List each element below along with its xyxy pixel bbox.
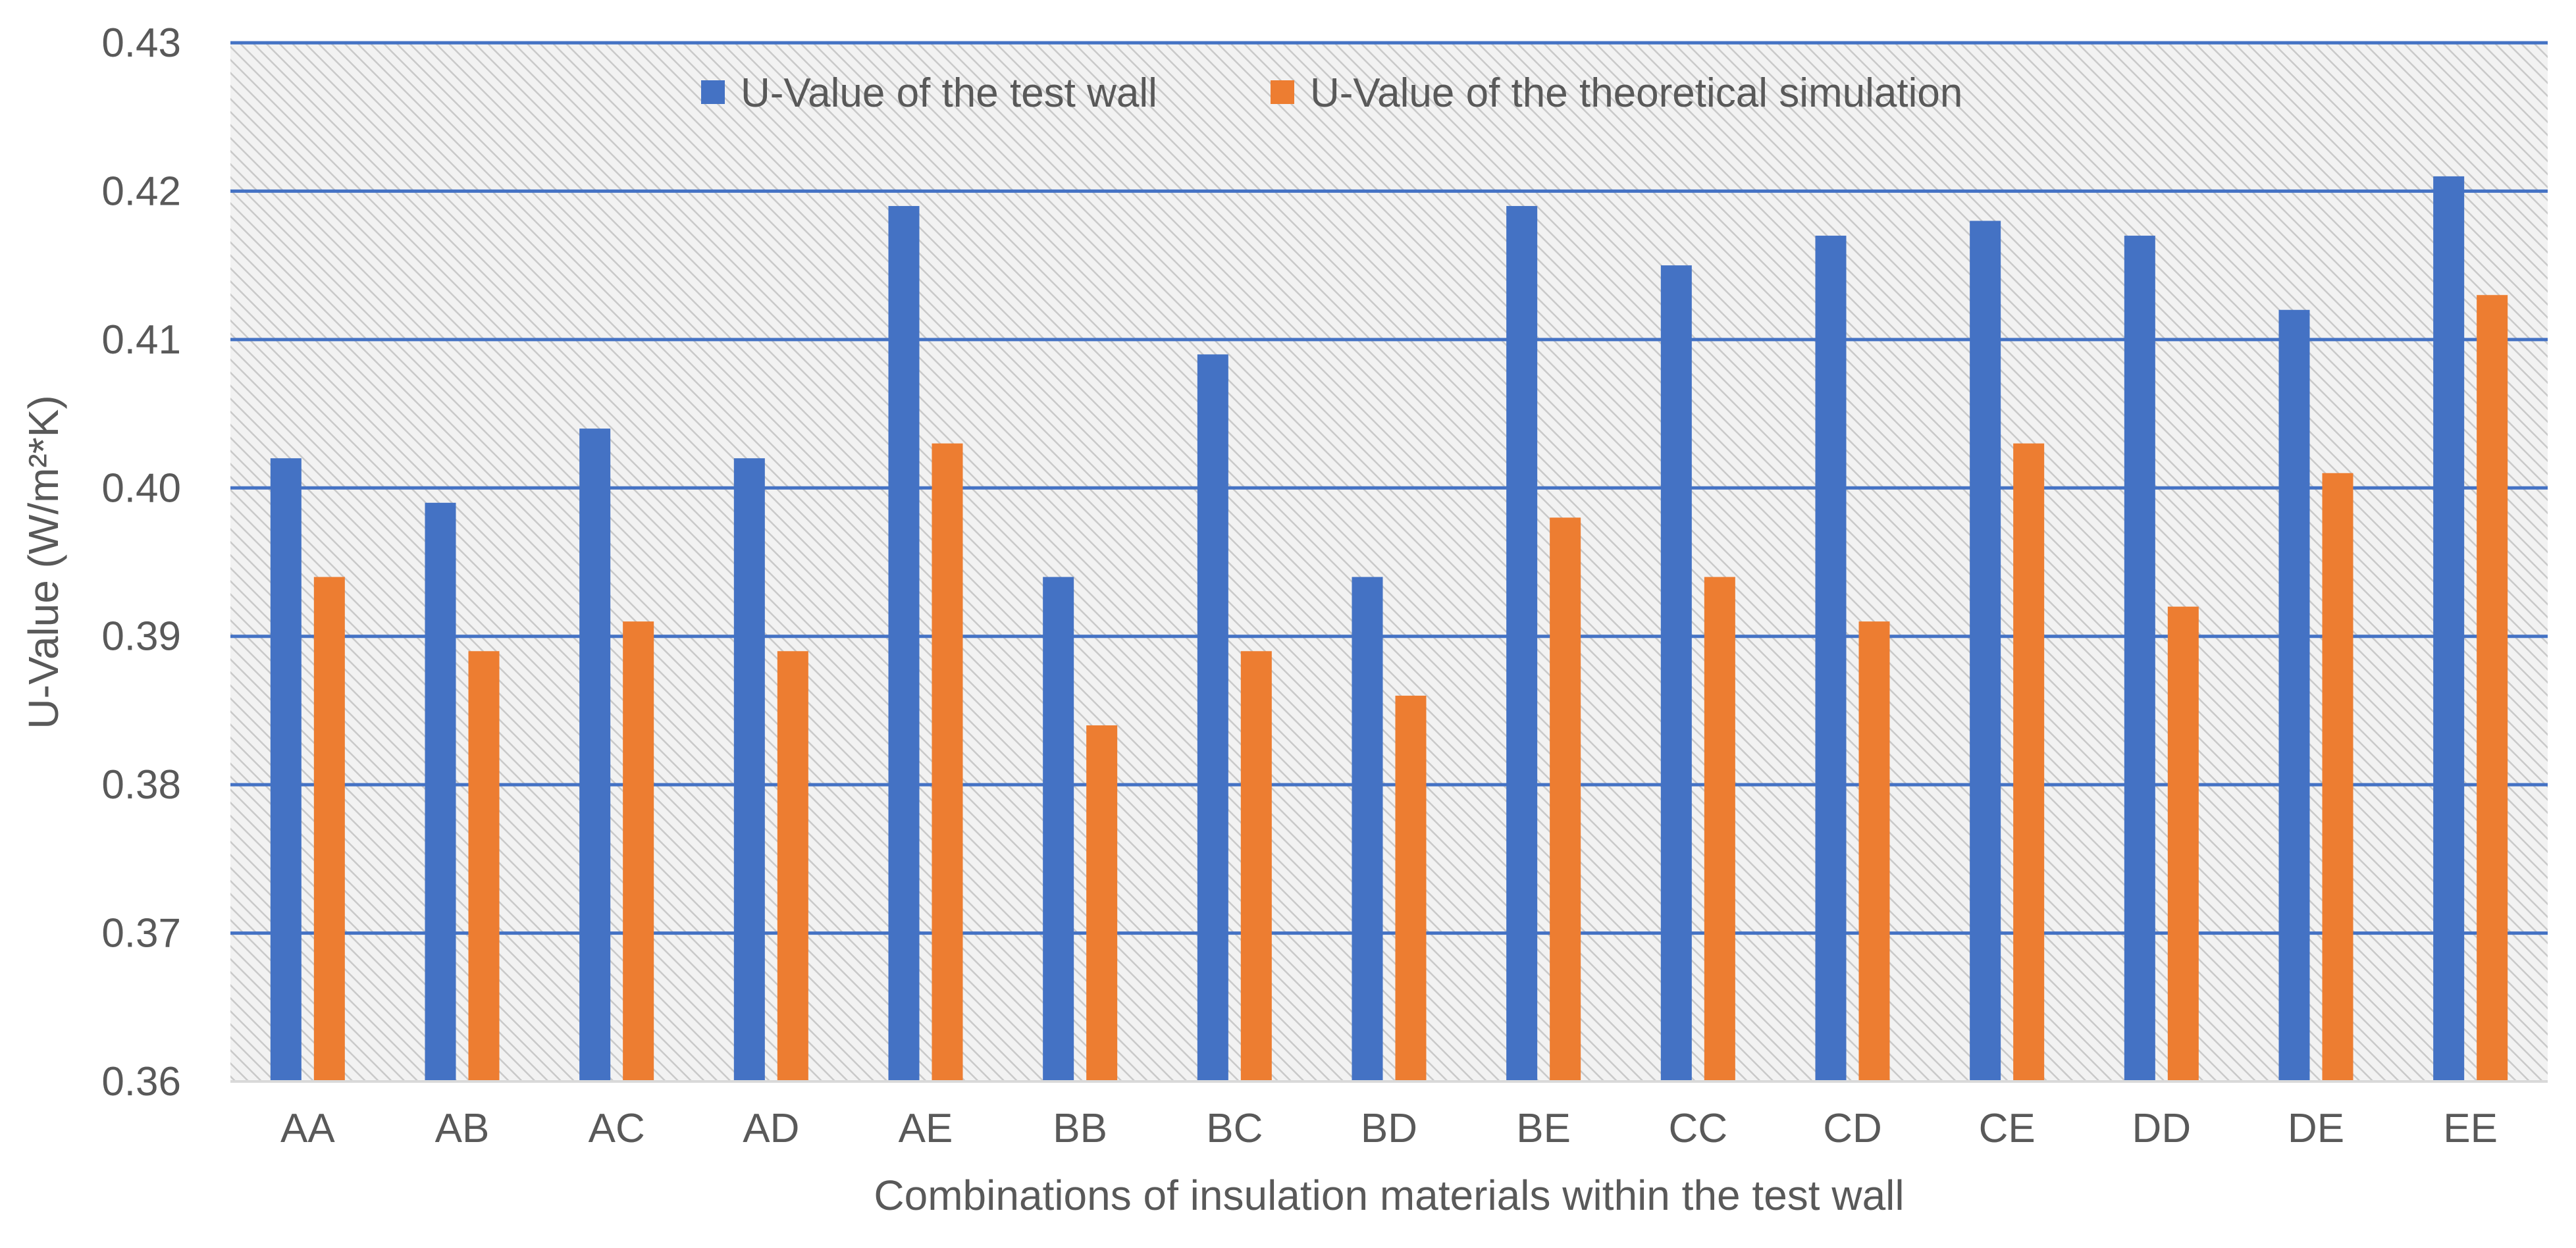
x-axis-title: Combinations of insulation materials wit… [874,1172,1904,1219]
bar-theoretical-simulation [2013,443,2045,1081]
legend-label-test-wall: U-Value of the test wall [741,70,1157,116]
bars [270,176,2508,1082]
y-axis-title: U-Value (W/m²*K) [20,395,67,729]
bar-theoretical-simulation [1240,651,1272,1081]
y-tick-label: 0.36 [101,1059,181,1105]
bar-theoretical-simulation [313,577,345,1081]
bar-theoretical-simulation [932,443,963,1081]
x-tick-label: DE [2288,1106,2344,1151]
x-tick-label: CC [1669,1106,1728,1151]
bar-theoretical-simulation [623,621,654,1081]
x-tick-label: AA [280,1106,335,1151]
x-tick-label: AD [743,1106,799,1151]
bar-test-wall [733,458,765,1081]
x-tick-label: EE [2443,1106,2498,1151]
y-tick-label: 0.43 [101,20,181,66]
bar-test-wall [2433,176,2465,1081]
x-tick-label: DD [2132,1106,2192,1151]
bar-test-wall [1660,265,1692,1082]
x-tick-label: BB [1053,1106,1107,1151]
bar-theoretical-simulation [1858,621,1890,1081]
bar-theoretical-simulation [2167,606,2199,1081]
y-tick-label: 0.39 [101,614,181,660]
x-tick-label: AB [435,1106,490,1151]
bar-test-wall [1815,236,1847,1081]
bar-theoretical-simulation [468,651,500,1081]
bar-test-wall [2278,309,2310,1081]
bar-test-wall [2124,236,2155,1081]
y-tick-label: 0.38 [101,762,181,808]
bar-test-wall [1197,354,1228,1081]
x-tick-label: BD [1361,1106,1417,1151]
legend-swatch-theoretical-simulation [1271,80,1294,104]
plot-area [230,43,2548,1081]
bar-theoretical-simulation [1704,577,1735,1081]
legend: U-Value of the test wall U-Value of the … [701,70,1962,116]
x-tick-label: BE [1516,1106,1571,1151]
bar-test-wall [1043,577,1074,1081]
y-axis-ticks: 0.36 0.37 0.38 0.39 0.40 0.41 0.42 0.43 [101,20,181,1105]
x-tick-label: AE [899,1106,953,1151]
x-axis-ticks: AA AB AC AD AE BB BC BD BE CC CD CE DD DE EE [280,1106,2498,1151]
y-tick-label: 0.37 [101,911,181,956]
x-tick-label: BC [1206,1106,1263,1151]
legend-label-theoretical-simulation: U-Value of the theoretical simulation [1310,70,1962,116]
bar-theoretical-simulation [2322,473,2353,1081]
y-tick-label: 0.42 [101,169,181,214]
x-tick-label: CD [1823,1106,1882,1151]
bar-test-wall [1506,205,1538,1081]
bar-test-wall [1970,221,2001,1081]
y-tick-label: 0.40 [101,465,181,511]
bar-theoretical-simulation [777,651,808,1081]
y-tick-label: 0.41 [101,317,181,363]
bar-theoretical-simulation [1086,725,1118,1081]
bar-test-wall [1352,577,1383,1081]
bar-theoretical-simulation [1395,695,1427,1081]
x-tick-label: CE [1979,1106,2036,1151]
bar-test-wall [425,502,456,1081]
legend-swatch-test-wall [701,80,725,104]
gridlines [230,41,2548,935]
bar-test-wall [270,458,302,1081]
bar-test-wall [888,205,920,1081]
bar-theoretical-simulation [1550,517,1581,1081]
x-tick-label: AC [589,1106,645,1151]
bar-theoretical-simulation [2477,295,2508,1082]
bar-test-wall [579,429,611,1081]
